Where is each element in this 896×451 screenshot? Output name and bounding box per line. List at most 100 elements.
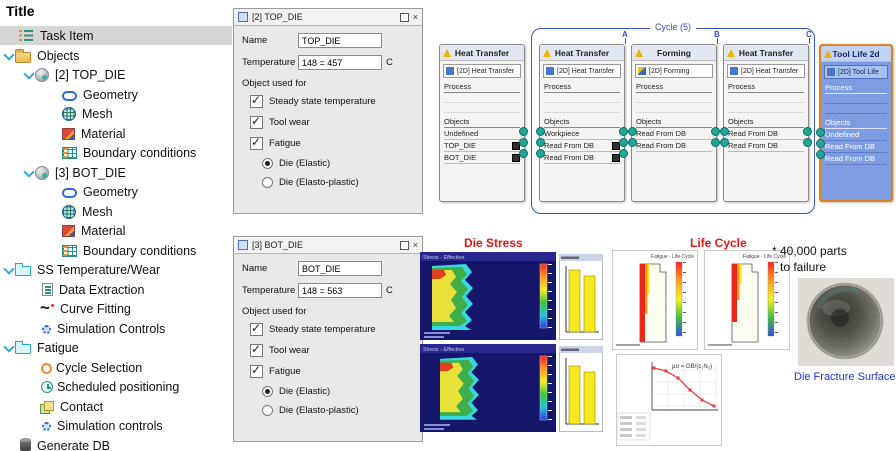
object-row[interactable]: Read From DB bbox=[728, 128, 804, 140]
tree-item-mesh-bot[interactable]: Mesh bbox=[0, 202, 232, 221]
operation-box[interactable]: [2D] Heat Transfer bbox=[543, 64, 621, 78]
die-stress-plot-1[interactable]: Stress - Effective bbox=[420, 252, 556, 340]
float-icon[interactable] bbox=[399, 12, 409, 22]
panel-titlebar[interactable]: [3] BOT_DIE × bbox=[234, 237, 422, 254]
object-row[interactable]: Read From DB bbox=[544, 152, 620, 164]
connector-dot[interactable] bbox=[536, 127, 545, 136]
connector-dot[interactable] bbox=[536, 138, 545, 147]
workflow-node-forming[interactable]: Forming [2D] Forming Process Objects Rea… bbox=[628, 44, 720, 202]
workflow-node-heat-transfer-1[interactable]: Heat Transfer [2D] Heat Transfer Process… bbox=[439, 44, 528, 202]
connector-dot[interactable] bbox=[519, 149, 528, 158]
connector-dot[interactable] bbox=[711, 127, 720, 136]
tree-item-generate-db[interactable]: Generate DB bbox=[0, 436, 232, 451]
object-row[interactable]: Workpiece bbox=[544, 128, 620, 140]
fatigue-usage-bars-2[interactable] bbox=[559, 346, 603, 432]
tree-item-objects[interactable]: Objects bbox=[0, 46, 232, 65]
object-row[interactable]: Read From DB bbox=[636, 140, 712, 152]
workflow-node-tool-life[interactable]: Tool Life 2d [2D] Tool Life Process Obje… bbox=[816, 44, 893, 202]
connector-dot[interactable] bbox=[628, 127, 637, 136]
object-row[interactable]: TOP_DIE bbox=[444, 140, 520, 152]
connector-dot[interactable] bbox=[628, 138, 637, 147]
checkbox-checked[interactable] bbox=[250, 114, 263, 129]
panel-titlebar[interactable]: [2] TOP_DIE × bbox=[234, 9, 422, 26]
object-row[interactable]: Read From DB bbox=[728, 140, 804, 152]
connector-dot[interactable] bbox=[816, 139, 825, 148]
tree-item-contact[interactable]: Contact bbox=[0, 397, 232, 416]
tree-item-ss-temperature-wear[interactable]: SS Temperature/Wear bbox=[0, 260, 232, 279]
connector-dot[interactable] bbox=[816, 150, 825, 159]
tree-item-mesh-top[interactable]: Mesh bbox=[0, 104, 232, 123]
workflow-node-heat-transfer-3[interactable]: Heat Transfer [2D] Heat Transfer Process… bbox=[720, 44, 812, 202]
tree-item-task-item[interactable]: Task Item bbox=[0, 26, 232, 45]
operation-box[interactable]: [2D] Tool Life bbox=[824, 65, 888, 79]
name-input[interactable] bbox=[298, 261, 382, 276]
dock-panel-bot-die: [3] BOT_DIE × Name Temperature C Object … bbox=[233, 236, 423, 442]
sn-curve-plot[interactable]: μσ = GB/(c₁N₂) bbox=[616, 354, 722, 446]
chevron-down-icon[interactable] bbox=[2, 263, 15, 276]
tree-item-boundary-conditions-bot[interactable]: Boundary conditions bbox=[0, 241, 232, 260]
object-row[interactable]: Read From DB bbox=[825, 141, 887, 153]
tree-item-geometry-bot[interactable]: Geometry bbox=[0, 182, 232, 201]
warning-icon bbox=[727, 49, 735, 57]
tree-item-curve-fitting[interactable]: Curve Fitting bbox=[0, 298, 232, 318]
connector-dot[interactable] bbox=[619, 149, 628, 158]
connector-dot[interactable] bbox=[619, 127, 628, 136]
object-row[interactable]: Read From DB bbox=[544, 140, 620, 152]
connector-dot[interactable] bbox=[803, 127, 812, 136]
connector-dot[interactable] bbox=[519, 138, 528, 147]
operation-box[interactable]: [2D] Heat Transfer bbox=[727, 64, 805, 78]
tree-item-bot-die[interactable]: [3] BOT_DIE bbox=[0, 163, 232, 182]
chevron-down-icon[interactable] bbox=[22, 166, 35, 179]
connector-dot[interactable] bbox=[536, 149, 545, 158]
connector-dot[interactable] bbox=[720, 138, 729, 147]
checkbox-checked[interactable] bbox=[250, 93, 263, 108]
workflow-node-heat-transfer-2[interactable]: Heat Transfer [2D] Heat Transfer Process… bbox=[536, 44, 628, 202]
operation-box[interactable]: [2D] Heat Transfer bbox=[443, 64, 521, 78]
radio-unselected[interactable] bbox=[262, 405, 273, 416]
checkbox-checked[interactable] bbox=[250, 363, 263, 378]
name-input[interactable] bbox=[298, 33, 382, 48]
dock-panel-top-die: [2] TOP_DIE × Name Temperature C Object … bbox=[233, 8, 423, 214]
tree-item-scheduled-positioning[interactable]: Scheduled positioning bbox=[0, 377, 232, 396]
chevron-down-icon[interactable] bbox=[2, 49, 15, 62]
object-row[interactable]: BOT_DIE bbox=[444, 152, 520, 164]
temperature-input[interactable] bbox=[298, 55, 382, 70]
tree-item-material-top[interactable]: Material bbox=[0, 124, 232, 143]
radio-unselected[interactable] bbox=[262, 177, 273, 188]
tree-item-data-extraction[interactable]: Data Extraction bbox=[0, 280, 232, 299]
close-icon[interactable]: × bbox=[412, 11, 418, 22]
tree-item-geometry-top[interactable]: Geometry bbox=[0, 85, 232, 104]
chevron-down-icon[interactable] bbox=[2, 341, 15, 354]
tree-item-top-die[interactable]: [2] TOP_DIE bbox=[0, 65, 232, 84]
tree-item-cycle-selection[interactable]: Cycle Selection bbox=[0, 358, 232, 377]
float-icon[interactable] bbox=[399, 240, 409, 250]
fatigue-usage-bars-1[interactable] bbox=[559, 254, 603, 340]
tree-item-fatigue[interactable]: Fatigue bbox=[0, 338, 232, 357]
connector-dot[interactable] bbox=[519, 127, 528, 136]
checkbox-checked[interactable] bbox=[250, 135, 263, 150]
temperature-input[interactable] bbox=[298, 283, 382, 298]
connector-dot[interactable] bbox=[711, 138, 720, 147]
object-row[interactable]: Undefined bbox=[444, 128, 520, 140]
object-row[interactable]: Read From DB bbox=[636, 128, 712, 140]
close-icon[interactable]: × bbox=[412, 239, 418, 250]
tree-item-simulation-controls-1[interactable]: Simulation Controls bbox=[0, 319, 232, 338]
connector-dot[interactable] bbox=[803, 138, 812, 147]
tree-item-material-bot[interactable]: Material bbox=[0, 221, 232, 240]
operation-box[interactable]: [2D] Forming bbox=[635, 64, 713, 78]
object-row[interactable]: Read From DB bbox=[825, 153, 887, 165]
connector-dot[interactable] bbox=[720, 127, 729, 136]
checkbox-checked[interactable] bbox=[250, 321, 263, 336]
radio-selected[interactable] bbox=[262, 386, 273, 397]
chevron-down-icon[interactable] bbox=[22, 68, 35, 81]
object-row[interactable]: Undefined bbox=[825, 129, 887, 141]
life-cycle-plot-2[interactable]: Fatigue - Life Cycle bbox=[704, 250, 790, 350]
tree-item-boundary-conditions-top[interactable]: Boundary conditions bbox=[0, 143, 232, 162]
radio-selected[interactable] bbox=[262, 158, 273, 169]
die-stress-plot-2[interactable]: Stress - Effective bbox=[420, 344, 556, 432]
tree-item-simulation-controls-2[interactable]: Simulation controls bbox=[0, 416, 232, 435]
connector-dot[interactable] bbox=[816, 128, 825, 137]
life-cycle-plot-1[interactable]: Fatigue - Life Cycle bbox=[612, 250, 698, 350]
connector-dot[interactable] bbox=[619, 138, 628, 147]
checkbox-checked[interactable] bbox=[250, 342, 263, 357]
